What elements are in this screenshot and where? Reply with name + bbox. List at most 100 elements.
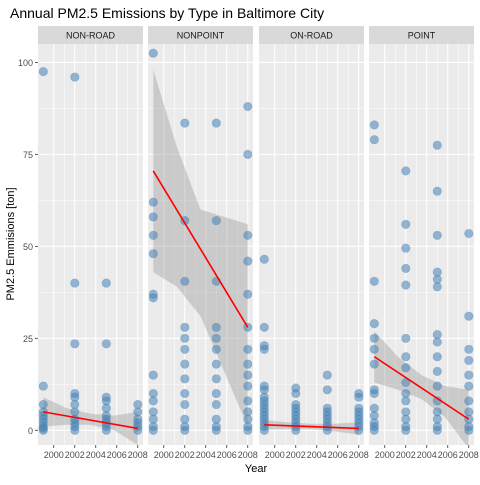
data-point [148,212,158,222]
x-tick-label: 2000 [44,450,64,460]
x-tick-label: 2004 [417,450,437,460]
data-point [369,388,379,399]
x-tick-label: 2000 [265,450,285,460]
data-point [464,355,474,366]
data-point [148,293,158,303]
data-point [101,425,111,435]
data-point [180,118,190,128]
facet-strip [369,26,474,44]
data-point [322,385,332,395]
data-point [211,344,221,354]
data-point [70,278,80,288]
data-point [401,243,411,253]
data-point [180,388,190,399]
data-point [180,333,190,343]
facet-strip-label: POINT [408,31,436,41]
data-point [38,381,48,391]
data-point [432,230,442,240]
data-point [259,425,269,435]
y-tick-label: 50 [23,242,33,252]
x-tick-label: 2000 [154,450,174,460]
x-tick-label: 2002 [65,450,85,460]
data-point [401,333,411,343]
panel-background [148,44,253,445]
data-point [243,289,253,299]
data-point [369,333,379,343]
data-point [259,322,269,332]
fit-line [43,411,138,430]
facet-panel-nonpoint: NONPOINT 2000 2002 2004 2006 2008 [148,26,258,460]
data-point [401,166,411,176]
facet-strip [259,26,364,44]
data-point [369,135,379,145]
data-point [369,425,379,435]
data-point [464,344,474,354]
x-tick-label: 2006 [217,450,237,460]
data-point [432,381,442,391]
data-point [148,48,158,58]
data-point [243,256,253,266]
data-point [291,425,301,435]
data-point [243,230,253,240]
facet-strip-label: NON-ROAD [66,31,115,41]
data-point [243,425,253,435]
facet-strip [148,26,253,44]
fit-line [152,170,249,328]
facet-panel-non-road: NON-ROAD 2000 2002 2004 2006 2008 [38,26,148,460]
data-point [401,425,411,435]
data-point [211,216,221,226]
data-point [180,399,190,410]
data-point [401,280,411,290]
facet-strip [38,26,143,44]
x-tick-label: 2002 [286,450,306,460]
x-tick-label: 2004 [307,450,327,460]
x-tick-label: 2008 [128,450,148,460]
data-point [243,381,253,391]
panel-background [369,44,474,445]
data-point [401,263,411,274]
data-point [354,392,364,402]
data-point [101,339,111,349]
y-tick-label: 25 [23,334,33,344]
x-tick-label: 2002 [396,450,416,460]
data-point [211,388,221,399]
y-axis-label: PM2.5 Emmisions [ton] [5,187,17,300]
data-point [401,219,411,229]
fit-line [264,423,359,430]
data-point [148,197,158,207]
data-point [180,322,190,332]
x-tick-label: 2008 [349,450,369,460]
chart-title: Annual PM2.5 Emissions by Type in Baltim… [10,5,324,21]
data-point [148,249,158,259]
data-point [70,72,80,82]
data-point [243,101,253,112]
data-point [243,322,253,332]
y-tick-label: 100 [18,58,33,68]
data-point [211,333,221,343]
data-point [432,140,442,150]
data-point [432,425,442,435]
panel-background [259,44,364,445]
data-point [464,370,474,380]
data-point [38,66,48,77]
data-point [180,425,190,435]
data-point [464,311,474,321]
data-point [243,359,253,369]
panel-background [38,44,143,445]
x-tick-label: 2000 [375,450,395,460]
x-axis-label: Year [245,463,268,475]
data-point [243,396,253,406]
data-point [369,344,379,354]
data-point [401,363,411,373]
x-tick-label: 2002 [175,450,195,460]
data-point [101,278,111,288]
data-point [291,388,301,399]
data-point [369,120,379,130]
x-tick-label: 2006 [328,450,348,460]
data-point [38,425,48,435]
data-point [401,396,411,406]
data-point [369,359,379,369]
data-point [464,381,474,391]
x-tick-label: 2006 [438,450,458,460]
